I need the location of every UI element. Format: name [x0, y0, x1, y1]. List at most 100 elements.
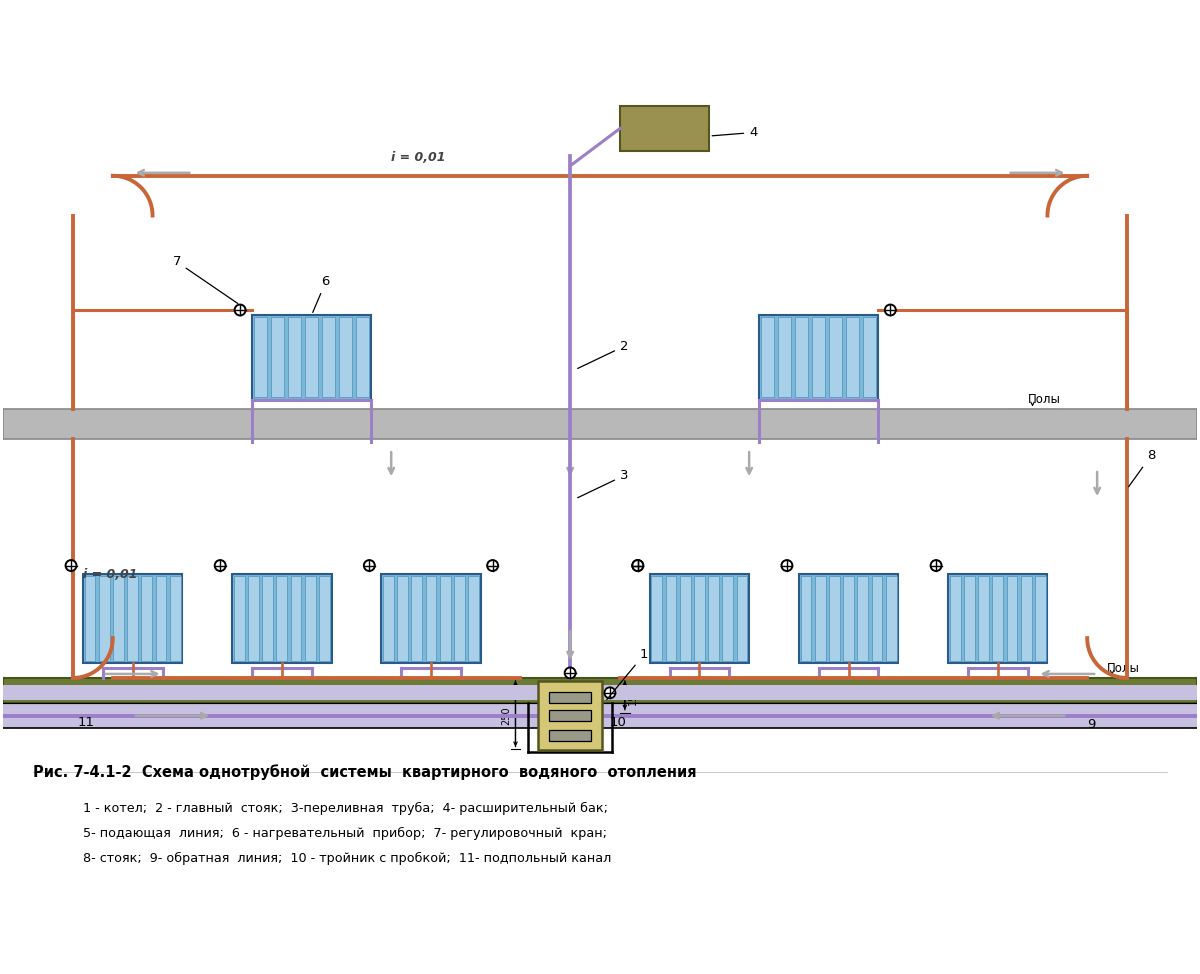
Bar [737, 576, 748, 660]
Bar [232, 574, 331, 663]
Bar [829, 318, 842, 397]
Bar [4, 685, 1196, 699]
Bar [288, 318, 301, 397]
Bar [356, 318, 370, 397]
Circle shape [632, 560, 643, 571]
Bar [340, 318, 353, 397]
Bar [4, 409, 1196, 439]
Circle shape [66, 560, 77, 571]
Text: Полы: Полы [1027, 393, 1061, 406]
Text: Полы: Полы [1108, 662, 1140, 675]
Circle shape [565, 667, 576, 679]
Bar [796, 318, 808, 397]
Bar [949, 576, 960, 660]
Bar [1034, 576, 1045, 660]
Bar [992, 576, 1003, 660]
Text: 8- стояк;  9- обратная  линия;  10 - тройник с пробкой;  11- подпольный канал: 8- стояк; 9- обратная линия; 10 - тройни… [83, 852, 611, 865]
Bar [85, 576, 96, 660]
Bar [252, 315, 371, 399]
Bar [263, 576, 274, 660]
Bar [649, 574, 749, 663]
Text: 11: 11 [78, 716, 95, 729]
Text: 10: 10 [610, 716, 626, 729]
Bar [538, 681, 602, 751]
Bar [454, 576, 464, 660]
Bar [4, 703, 1196, 728]
Bar [1007, 576, 1018, 660]
Bar [323, 318, 335, 397]
Bar [276, 576, 287, 660]
Text: 1 - котел;  2 - главный  стояк;  3-переливная  труба;  4- расширительный бак;: 1 - котел; 2 - главный стояк; 3-переливн… [83, 802, 608, 815]
Bar [1021, 576, 1032, 660]
Bar [694, 576, 704, 660]
Bar [234, 576, 245, 660]
Bar [666, 576, 677, 660]
Bar [83, 574, 182, 663]
Bar [127, 576, 138, 660]
Text: 150: 150 [628, 687, 638, 705]
Circle shape [781, 560, 792, 571]
Text: 3: 3 [577, 469, 629, 498]
Text: i = 0,01: i = 0,01 [391, 151, 445, 164]
Bar [156, 576, 167, 660]
Bar [170, 576, 181, 660]
Bar [722, 576, 733, 660]
Circle shape [884, 305, 896, 316]
Bar [550, 710, 592, 722]
Bar [886, 576, 896, 660]
Bar [271, 318, 284, 397]
Bar [846, 318, 859, 397]
Bar [857, 576, 868, 660]
Bar [290, 576, 301, 660]
Text: 1: 1 [607, 648, 648, 699]
Bar [382, 574, 481, 663]
Bar [397, 576, 408, 660]
Bar [4, 678, 1196, 703]
Circle shape [487, 560, 498, 571]
Bar [829, 576, 840, 660]
Bar [964, 576, 974, 660]
Bar [815, 576, 826, 660]
Bar [248, 576, 259, 660]
Bar [412, 576, 422, 660]
Text: 9: 9 [1087, 718, 1096, 730]
Text: 250: 250 [502, 706, 511, 725]
Text: 4: 4 [712, 126, 757, 139]
Text: 8: 8 [1129, 449, 1156, 487]
Bar [550, 692, 592, 703]
Bar [760, 315, 878, 399]
Circle shape [234, 305, 246, 316]
Text: Рис. 7-4.1-2  Схема однотрубной  системы  квартирного  водяного  отопления: Рис. 7-4.1-2 Схема однотрубной системы к… [34, 765, 697, 780]
Bar [761, 318, 774, 397]
Bar [305, 318, 318, 397]
Bar [113, 576, 124, 660]
Bar [652, 576, 662, 660]
Circle shape [605, 688, 616, 698]
Bar [864, 318, 876, 397]
Circle shape [931, 560, 942, 571]
Circle shape [215, 560, 226, 571]
Bar [319, 576, 330, 660]
Bar [844, 576, 854, 660]
Bar [948, 574, 1048, 663]
Bar [680, 576, 691, 660]
Bar [98, 576, 109, 660]
Circle shape [364, 560, 374, 571]
Bar [550, 730, 592, 741]
Text: 6: 6 [313, 276, 330, 313]
Text: 7: 7 [173, 255, 238, 304]
Text: 2: 2 [577, 340, 629, 368]
Bar [254, 318, 266, 397]
Bar [468, 576, 479, 660]
Text: i = 0,01: i = 0,01 [83, 569, 138, 581]
Bar [305, 576, 316, 660]
Bar [800, 576, 811, 660]
Bar [812, 318, 826, 397]
Bar [871, 576, 882, 660]
Text: 5- подающая  линия;  6 - нагревательный  прибор;  7- регулировочный  кран;: 5- подающая линия; 6 - нагревательный пр… [83, 827, 607, 840]
Bar [799, 574, 899, 663]
Bar [142, 576, 152, 660]
Bar [383, 576, 394, 660]
Bar [778, 318, 791, 397]
Bar [426, 576, 437, 660]
